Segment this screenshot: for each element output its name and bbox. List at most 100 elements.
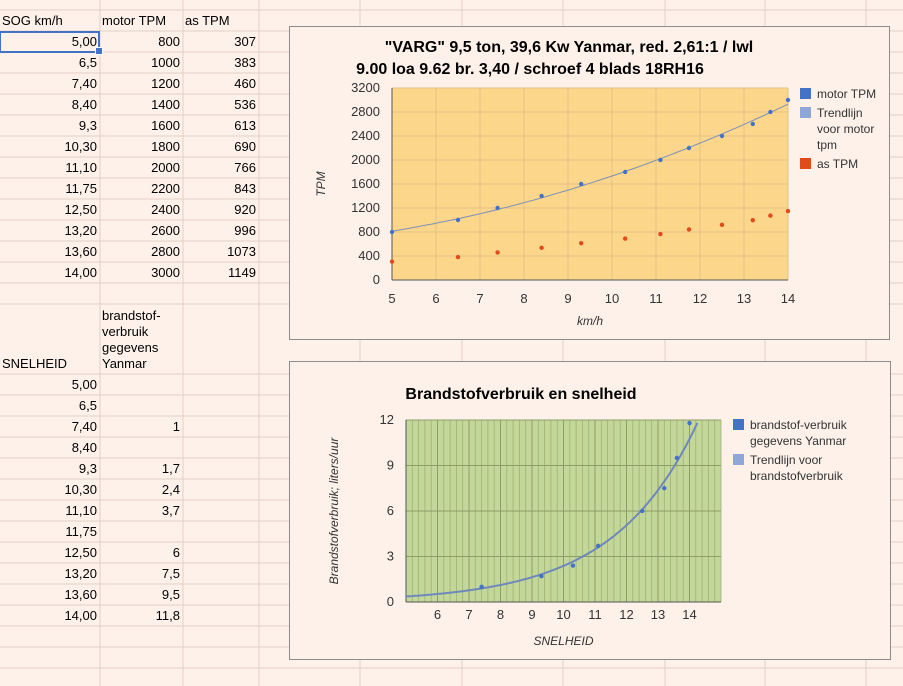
cell-motor-tpm[interactable]: 3000 [151,265,180,280]
cell-brandstofverbruik[interactable] [100,437,183,458]
cell-motor-tpm[interactable]: 1000 [151,55,180,70]
header-brandstofverbruik[interactable]: brandstof-verbruik gegevens Yanmar [102,308,161,371]
x-tick-label: 8 [497,607,504,622]
data-point-series2 [750,218,755,223]
header-sog[interactable]: SOG km/h [2,13,63,28]
cell-snelheid[interactable]: 7,40 [71,419,97,434]
y-tick-label: 0 [373,272,380,287]
x-tick-label: 11 [649,291,663,306]
cell-motor-tpm[interactable]: 1200 [151,76,180,91]
cell-snelheid[interactable]: 13,20 [64,566,97,581]
cell-motor-tpm[interactable]: 1600 [151,118,180,133]
cell-brandstofverbruik[interactable] [100,374,183,395]
data-point-series1 [539,193,544,199]
data-point-series1 [658,157,663,163]
cell-snelheid[interactable]: 5,00 [71,377,97,392]
cell-as-tpm[interactable]: 1149 [228,265,256,280]
cell-motor-tpm[interactable]: 2600 [151,223,180,238]
cell-as-tpm[interactable]: 536 [234,97,256,112]
rpm-chart-svg: "VARG" 9,5 ton, 39,6 Kw Yanmar, red. 2,6… [314,39,876,328]
data-point-series1 [623,169,628,175]
data-point-series1 [455,217,461,223]
cell-motor-tpm[interactable]: 1400 [151,97,180,112]
cell-as-tpm[interactable]: 1073 [227,244,256,259]
cell-snelheid[interactable]: 6,5 [78,398,97,413]
cell-snelheid[interactable]: 11,10 [65,503,97,518]
cell-as-tpm[interactable]: 766 [234,160,256,175]
x-tick-label: 10 [605,291,619,306]
cell-sog[interactable]: 7,40 [71,76,97,91]
header-snelheid[interactable]: SNELHEID [2,356,68,371]
cell-motor-tpm[interactable]: 2800 [151,244,180,259]
x-tick-label: 8 [520,291,527,306]
cell-as-tpm[interactable]: 383 [234,55,256,70]
cell-as-tpm[interactable]: 460 [234,76,256,91]
data-point-series1 [719,133,725,139]
data-point-series1 [570,563,576,568]
cell-motor-tpm[interactable]: 2000 [151,160,180,175]
cell-sog[interactable]: 13,20 [64,223,97,238]
cell-sog[interactable]: 10,30 [64,139,97,154]
cell-snelheid[interactable]: 10,30 [64,482,97,497]
cell-brandstofverbruik[interactable] [100,521,183,542]
cell-motor-tpm[interactable]: 2400 [151,202,180,217]
data-point-series1 [687,420,692,426]
data-point-series1 [595,543,601,549]
cell-snelheid[interactable]: 14,00 [64,608,97,623]
cell-sog[interactable]: 5,00 [71,34,97,49]
legend-swatch [733,454,744,465]
x-tick-label: 6 [432,291,439,306]
cell-motor-tpm[interactable]: 2200 [151,181,180,196]
cell-sog[interactable]: 12,50 [64,202,97,217]
fill-handle[interactable] [95,47,103,55]
data-point-series1 [785,97,791,103]
cell-snelheid[interactable]: 11,75 [65,524,97,539]
cell-motor-tpm[interactable]: 1800 [151,139,180,154]
cell-as-tpm[interactable]: 690 [234,139,256,154]
cell-brandstofverbruik[interactable]: 1,7 [161,461,180,476]
cell-snelheid[interactable]: 9,3 [78,461,97,476]
cell-snelheid[interactable]: 12,50 [64,545,97,560]
y-tick-label: 9 [387,458,394,473]
chart-title: Brandstofverbruik en snelheid [405,386,636,403]
cell-brandstofverbruik[interactable]: 2,4 [161,482,180,497]
cell-brandstofverbruik[interactable]: 7,5 [161,566,180,581]
cell-brandstofverbruik[interactable]: 9,5 [161,587,180,602]
cell-sog[interactable]: 13,60 [64,244,97,259]
cell-sog[interactable]: 8,40 [71,97,97,112]
cell-as-tpm[interactable]: 307 [234,34,256,49]
cell-sog[interactable]: 6,5 [78,55,97,70]
y-axis-label: Brandstofverbruik; liters/uur [327,437,341,585]
cell-sog[interactable]: 11,75 [65,181,97,196]
cell-brandstofverbruik[interactable]: 3,7 [161,503,180,518]
cell-as-tpm[interactable]: 996 [234,223,256,238]
header-as-tpm[interactable]: as TPM [185,13,230,28]
x-tick-label: 5 [388,291,395,306]
cell-brandstofverbruik[interactable]: 6 [172,545,180,560]
trendline [405,422,699,598]
cell-sog[interactable]: 14,00 [64,265,97,280]
cell-snelheid[interactable]: 8,40 [71,440,97,455]
cell-as-tpm[interactable]: 920 [234,202,256,217]
fuel-chart[interactable]: Brandstofverbruik en snelheid 6 7 8 9 10 11 12 1… [289,361,891,660]
legend-label: tpm [817,138,837,152]
cell-brandstofverbruik[interactable]: 11,8 [155,608,180,623]
selected-cell[interactable] [0,31,100,53]
rpm-chart[interactable]: "VARG" 9,5 ton, 39,6 Kw Yanmar, red. 2,6… [289,26,890,340]
legend-swatch [733,419,744,430]
legend-label: motor TPM [817,87,876,101]
header-motor-tpm[interactable]: motor TPM [102,13,167,28]
data-point-series2 [719,222,725,227]
cell-snelheid[interactable]: 13,60 [64,587,97,602]
cell-brandstofverbruik[interactable]: 1 [172,419,180,434]
cell-sog[interactable]: 9,3 [78,118,97,133]
cell-as-tpm[interactable]: 843 [234,181,256,196]
cell-sog[interactable]: 11,10 [65,160,97,175]
data-point-series2 [495,250,500,255]
data-point-series2 [686,227,692,232]
cell-brandstofverbruik[interactable] [100,395,183,416]
cell-motor-tpm[interactable]: 800 [158,34,180,49]
y-tick-label: 400 [358,248,380,263]
cell-as-tpm[interactable]: 613 [234,118,256,133]
y-tick-label: 800 [358,224,380,239]
